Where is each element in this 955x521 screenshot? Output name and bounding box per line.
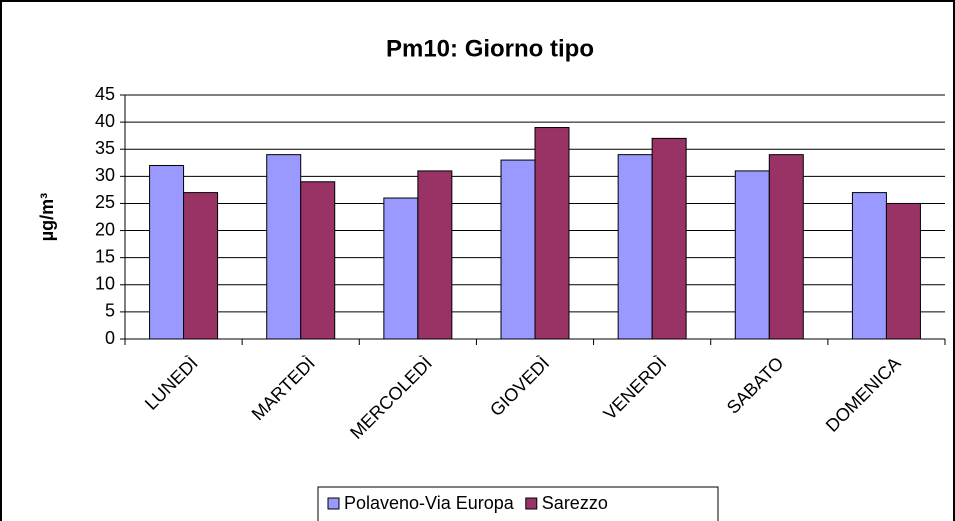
bar — [885, 202, 921, 340]
chart-title: Pm10: Giorno tipo — [386, 35, 594, 62]
bar — [149, 164, 185, 340]
bar — [183, 192, 219, 340]
bar — [734, 170, 770, 340]
y-tick-label: 5 — [105, 301, 115, 321]
legend-label: Polaveno-Via Europa — [344, 493, 515, 513]
y-tick-label: 20 — [95, 219, 115, 239]
legend-box — [317, 486, 719, 521]
legend-swatch — [525, 497, 538, 510]
bar — [300, 181, 336, 340]
bar — [266, 154, 302, 340]
y-axis-label: µg/m³ — [37, 193, 57, 241]
legend-swatch — [327, 497, 340, 510]
bar — [651, 137, 687, 340]
y-tick-label: 45 — [95, 84, 115, 104]
y-tick-label: 35 — [95, 138, 115, 158]
bar — [534, 127, 570, 340]
bar — [383, 197, 419, 340]
y-tick-label: 40 — [95, 111, 115, 131]
bar — [851, 192, 887, 340]
y-tick-label: 30 — [95, 165, 115, 185]
y-tick-label: 25 — [95, 192, 115, 212]
bar — [768, 154, 804, 340]
bar — [500, 159, 536, 340]
y-tick-label: 10 — [95, 274, 115, 294]
bar — [417, 170, 453, 340]
bar — [617, 154, 653, 340]
y-tick-label: 0 — [105, 328, 115, 348]
legend-label: Sarezzo — [542, 493, 608, 513]
y-tick-label: 15 — [95, 246, 115, 266]
